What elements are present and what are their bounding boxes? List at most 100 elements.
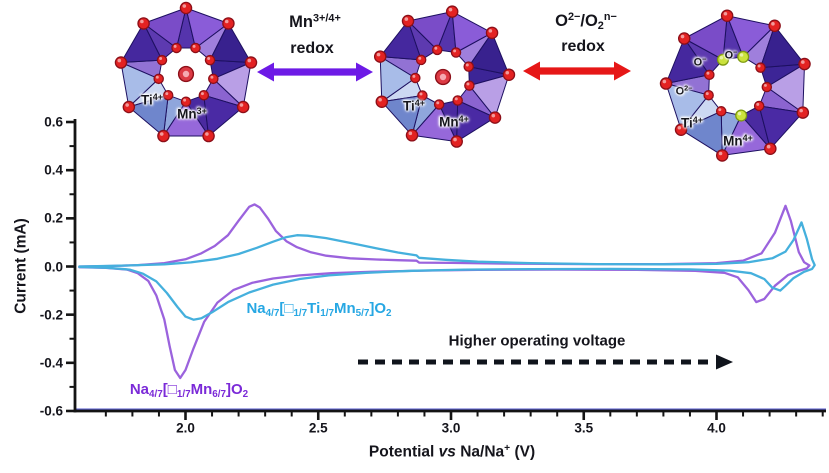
sphere-highlight bbox=[239, 103, 244, 107]
polyhedron bbox=[381, 95, 423, 136]
polyhedron bbox=[683, 15, 728, 61]
sphere-highlight bbox=[662, 79, 667, 84]
cluster-oxygen-redox bbox=[659, 9, 811, 162]
y-tick-label: 0.4 bbox=[44, 162, 63, 178]
higher-voltage-annotation: Higher operating voltage bbox=[448, 332, 626, 350]
oxygen-sphere bbox=[171, 42, 182, 54]
oxygen-sphere bbox=[715, 106, 727, 117]
polyhedron bbox=[721, 115, 771, 156]
oxygen-redox-double-arrow bbox=[523, 61, 631, 81]
polyhedron bbox=[120, 22, 163, 63]
sphere-highlight bbox=[771, 22, 775, 26]
oxygen-sphere bbox=[720, 9, 734, 22]
higher-voltage-arrowhead bbox=[716, 354, 733, 370]
oxygen-sphere bbox=[198, 89, 210, 101]
oxygen-sphere bbox=[715, 149, 729, 162]
oxygen-sphere bbox=[677, 32, 691, 45]
cluster-charged-mn4 bbox=[373, 5, 516, 148]
sphere-highlight bbox=[378, 97, 382, 102]
oxygen-sphere bbox=[137, 17, 150, 30]
oxygen-sphere bbox=[153, 73, 164, 85]
oxygen-sphere bbox=[798, 57, 811, 71]
polyhedron bbox=[456, 100, 496, 143]
series-label-mn: Na4/7[□1/7Mn6/7]O2 bbox=[129, 381, 249, 401]
sphere-highlight bbox=[453, 137, 457, 142]
mn4-label: Mn4+ bbox=[723, 132, 753, 149]
sphere-highlight bbox=[739, 53, 744, 57]
oxygen-sphere bbox=[450, 47, 462, 58]
sphere-highlight bbox=[488, 29, 493, 33]
oxygen-sphere bbox=[753, 100, 765, 112]
sphere-highlight bbox=[448, 7, 453, 12]
sphere-highlight bbox=[183, 98, 187, 102]
cv-curve-ti-mn bbox=[78, 221, 816, 321]
x-tick-label: 2.0 bbox=[176, 420, 195, 436]
cv-plot bbox=[66, 119, 826, 420]
sphere-highlight bbox=[677, 125, 682, 130]
crystal-structures bbox=[114, 1, 811, 162]
x-tick-label: 3.5 bbox=[574, 420, 594, 436]
mn-redox-double-arrow bbox=[257, 62, 373, 82]
oxygen-sphere bbox=[373, 50, 387, 63]
polyhedron bbox=[407, 11, 453, 51]
polyhedron bbox=[665, 83, 710, 131]
polyhedron bbox=[162, 101, 210, 137]
polyhedron bbox=[766, 63, 805, 114]
sphere-highlight bbox=[210, 75, 214, 79]
polyhedron bbox=[379, 20, 422, 61]
oxygen-sphere bbox=[162, 89, 174, 101]
oxygen-sphere bbox=[431, 44, 443, 56]
sphere-highlight bbox=[756, 102, 760, 106]
oxygen-sphere bbox=[375, 95, 389, 108]
oxygen-sphere bbox=[204, 54, 216, 66]
sphere-highlight bbox=[465, 63, 469, 67]
polyhedron bbox=[185, 7, 229, 49]
sodium-sphere-core bbox=[182, 70, 190, 78]
series-label-ti-mn: Na4/7[□1/7Ti1/7Mn5/7]O2 bbox=[246, 300, 392, 320]
o-minus-label-1: O− bbox=[693, 54, 707, 69]
x-tick-label: 3.0 bbox=[441, 420, 461, 436]
mn3-label: Mn3+ bbox=[177, 105, 207, 122]
oxygen-sphere bbox=[502, 68, 516, 81]
cv-curve-mn bbox=[78, 203, 811, 380]
o2-minus-label: O2− bbox=[675, 83, 693, 98]
sphere-highlight bbox=[466, 82, 470, 86]
ti4-label: Ti4+ bbox=[141, 91, 163, 108]
polyhedron bbox=[680, 110, 723, 156]
y-tick-label: 0.6 bbox=[44, 114, 63, 130]
sphere-highlight bbox=[376, 52, 381, 57]
sphere-highlight bbox=[454, 97, 458, 101]
oxidized-oxygen-sphere bbox=[735, 109, 748, 122]
cluster-pristine-mn3 bbox=[114, 1, 258, 143]
oxygen-sphere bbox=[244, 56, 258, 69]
oxygen-sphere bbox=[704, 69, 715, 81]
polyhedron bbox=[665, 38, 710, 84]
oxygen-sphere bbox=[410, 72, 421, 84]
sphere-highlight bbox=[159, 132, 164, 136]
polyhedron bbox=[209, 22, 252, 63]
sphere-highlight bbox=[763, 83, 767, 87]
oxygen-sphere bbox=[405, 129, 419, 142]
y-tick-label: -0.2 bbox=[39, 306, 63, 322]
oxygen-sphere bbox=[157, 129, 170, 143]
sphere-highlight bbox=[418, 56, 422, 60]
sphere-highlight bbox=[412, 74, 416, 78]
sphere-highlight bbox=[718, 108, 722, 112]
sphere-highlight bbox=[434, 46, 438, 50]
polyhedron bbox=[468, 74, 510, 119]
oxygen-sphere bbox=[180, 96, 192, 107]
ti4-label: Ti4+ bbox=[403, 97, 425, 114]
sphere-highlight bbox=[173, 44, 177, 48]
sphere-highlight bbox=[723, 11, 728, 16]
sphere-highlight bbox=[182, 4, 187, 8]
sodium-sphere-core bbox=[439, 73, 447, 81]
oxygen-sphere bbox=[236, 100, 250, 114]
sphere-highlight bbox=[404, 17, 409, 21]
sphere-highlight bbox=[718, 151, 723, 156]
sphere-highlight bbox=[192, 44, 196, 48]
oxygen-sphere bbox=[179, 1, 193, 15]
sphere-highlight bbox=[224, 19, 229, 24]
sphere-highlight bbox=[247, 58, 252, 63]
sphere-highlight bbox=[205, 132, 209, 136]
sphere-highlight bbox=[125, 103, 129, 107]
